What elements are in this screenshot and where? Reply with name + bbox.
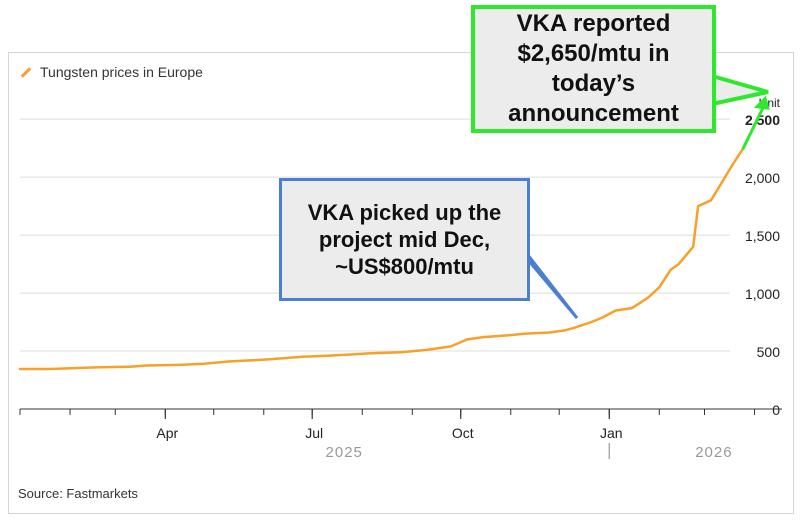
y-tick-label-0: 0 <box>772 402 780 418</box>
legend-label: Tungsten prices in Europe <box>40 64 203 80</box>
projection-line <box>741 100 768 150</box>
source-note: Source: Fastmarkets <box>18 486 138 501</box>
legend: Tungsten prices in Europe <box>20 62 203 82</box>
x-tick-label-oct: Oct <box>452 425 474 441</box>
callout-reported-text: VKA reported $2,650/mtu in today’s annou… <box>508 10 679 127</box>
callout-picked-up: VKA picked up the project mid Dec, ~US$8… <box>279 178 530 301</box>
callout-picked-up-text: VKA picked up the project mid Dec, ~US$8… <box>307 200 502 279</box>
y-tick-label-1000: 1,000 <box>745 286 780 302</box>
y-tick-label-1500: 1,500 <box>745 228 780 244</box>
y-tick-label-2500: 2,500 <box>745 112 780 128</box>
callout-reported: VKA reported $2,650/mtu in today’s annou… <box>471 5 716 133</box>
x-tick-label-jul: Jul <box>305 425 323 441</box>
x-tick-label-jan: Jan <box>600 425 623 441</box>
y-tick-label-2000: 2,000 <box>745 170 780 186</box>
x-axis: Apr Jul Oct Jan 2025 2026 <box>19 408 782 461</box>
y-tick-label-500: 500 <box>757 344 781 360</box>
year-label-2025: 2025 <box>326 444 363 461</box>
price-line <box>18 146 745 371</box>
x-tick-label-apr: Apr <box>156 425 178 441</box>
year-label-2026: 2026 <box>695 444 732 461</box>
